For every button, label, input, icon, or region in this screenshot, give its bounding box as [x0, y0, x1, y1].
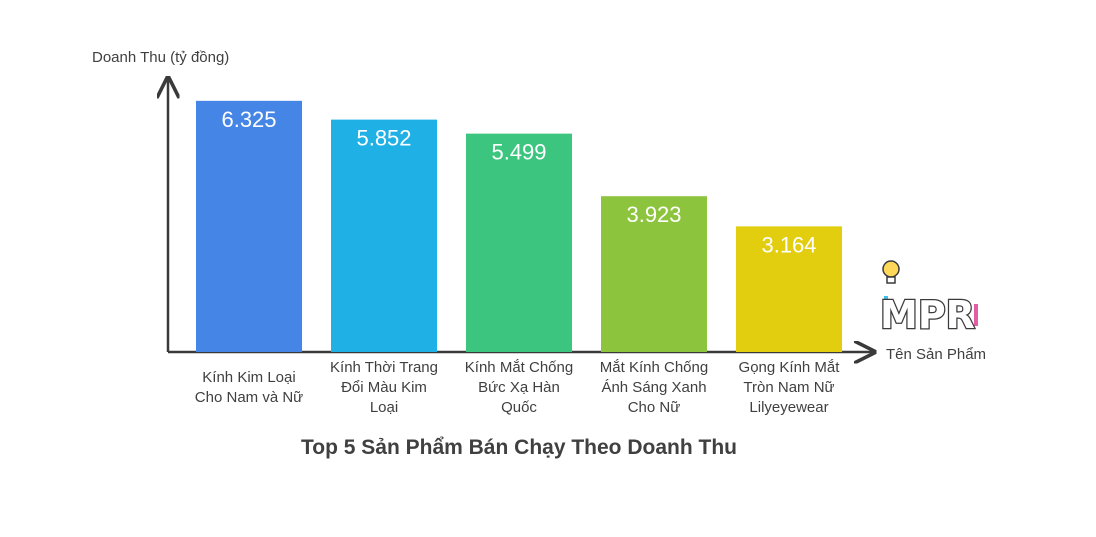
category-label-line: Cho Nữ: [628, 399, 681, 416]
bars-group: 6.325 5.852 5.499 3.923 3.164: [196, 100, 842, 352]
y-axis-label: Doanh Thu (tỷ đồng): [92, 49, 229, 66]
bar-value-label-4: 3.923: [626, 202, 681, 227]
category-label-line: Kính Thời Trang: [330, 359, 438, 376]
category-label-line: Cho Nam và Nữ: [195, 389, 303, 406]
bar-value-label-3: 5.499: [491, 140, 546, 165]
category-label-4: Mắt Kính Chống Ánh Sáng Xanh Cho Nữ: [600, 359, 708, 416]
category-label-line: Ánh Sáng Xanh: [601, 379, 706, 396]
category-label-line: Quốc: [501, 399, 537, 416]
category-labels-group: Kính Kim Loại Cho Nam và Nữ Kính Thời Tran…: [195, 359, 840, 416]
category-label-line: Loại: [370, 399, 398, 416]
category-label-5: Gọng Kính Mắt Tròn Nam Nữ Lilyeyewear: [739, 359, 841, 416]
bar-value-label-1: 6.325: [221, 107, 276, 132]
logo-stripes: [884, 296, 978, 326]
bar-1: [196, 100, 302, 352]
bar-4: [601, 196, 707, 352]
bar-value-label-2: 5.852: [356, 126, 411, 151]
chart-title: Top 5 Sản Phẩm Bán Chạy Theo Doanh Thu: [301, 436, 737, 459]
category-label-line: Tròn Nam Nữ: [743, 379, 834, 396]
category-label-2: Kính Thời Trang Đổi Màu Kim Loại: [330, 359, 438, 416]
lightbulb-icon: [882, 260, 900, 284]
category-label-1: Kính Kim Loại Cho Nam và Nữ: [195, 369, 303, 406]
bar-value-label-5: 3.164: [761, 232, 816, 257]
bar-3: [466, 133, 572, 352]
logo: MPR: [879, 260, 978, 338]
category-label-line: Lilyeyewear: [749, 399, 828, 416]
bar-5: [736, 226, 842, 352]
logo-text: MPR: [880, 293, 975, 337]
category-label-3: Kính Mắt Chống Bức Xạ Hàn Quốc: [465, 359, 573, 416]
bar-2: [331, 119, 437, 352]
x-axis-label: Tên Sản Phẩm: [886, 346, 986, 363]
category-label-line: Bức Xạ Hàn: [478, 379, 560, 396]
category-label-line: Gọng Kính Mắt: [739, 359, 841, 376]
category-label-line: Kính Mắt Chống: [465, 359, 573, 376]
category-label-line: Đổi Màu Kim: [341, 379, 427, 396]
category-label-line: Kính Kim Loại: [202, 369, 295, 386]
category-label-line: Mắt Kính Chống: [600, 359, 708, 376]
